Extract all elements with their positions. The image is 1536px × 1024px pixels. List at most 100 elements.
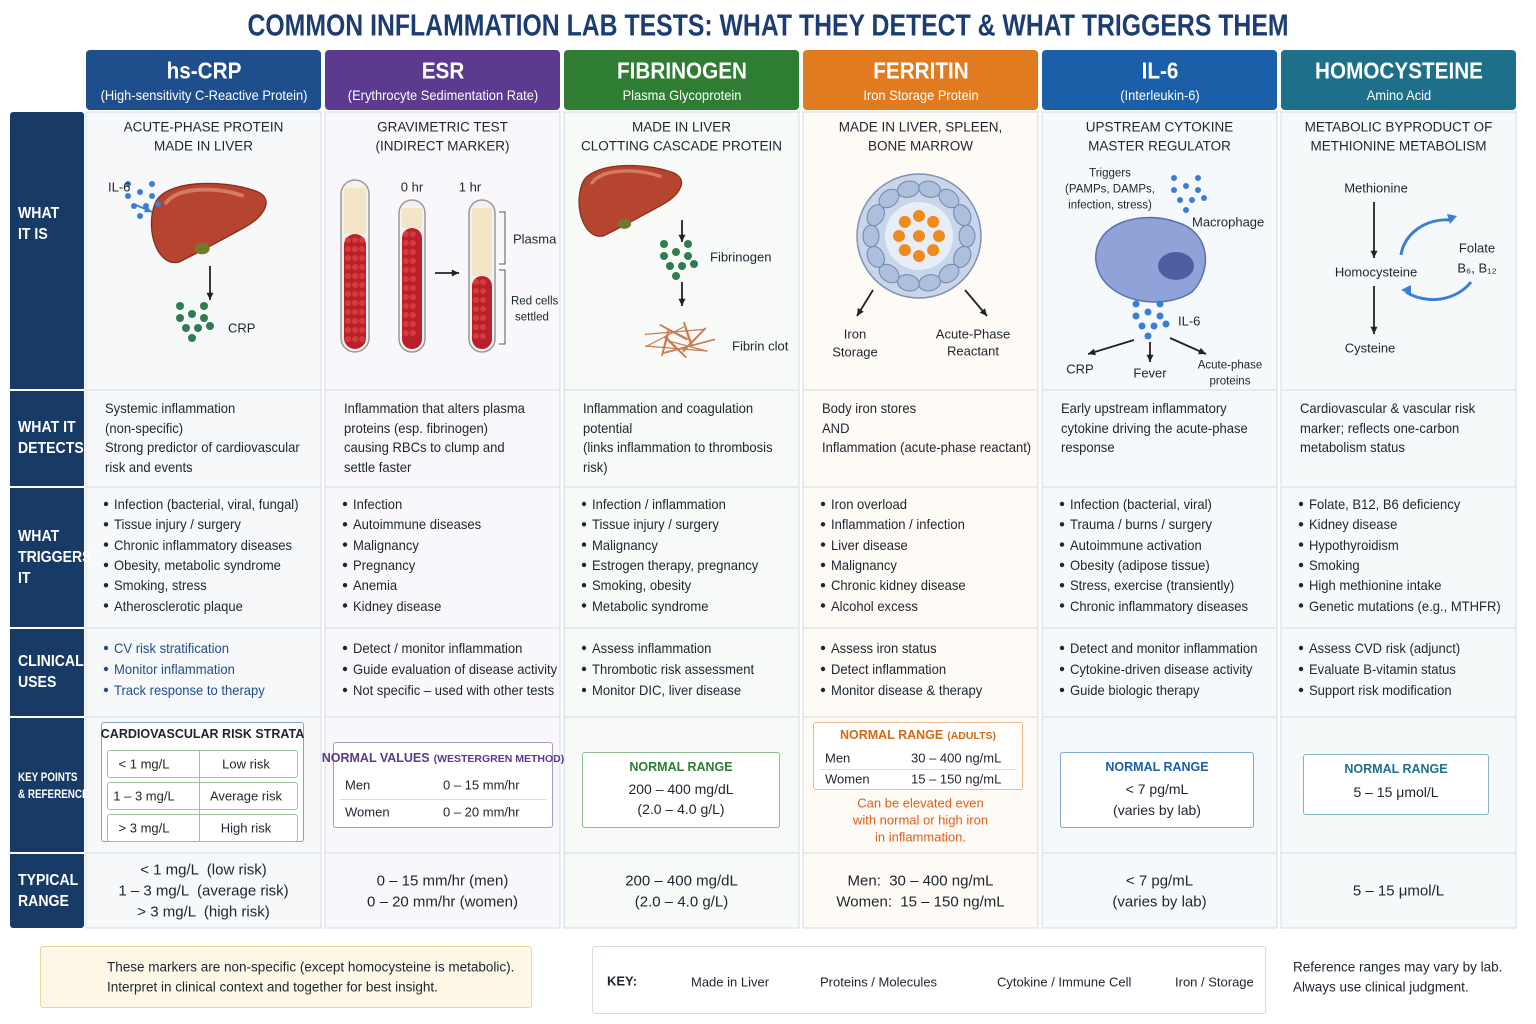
use-item: Detect / monitor inflammation xyxy=(353,640,523,656)
red-cell xyxy=(410,267,416,273)
red-cell xyxy=(480,297,486,303)
key-box xyxy=(582,752,780,828)
illustration xyxy=(340,179,506,353)
trigger-item: Inflammation / infection xyxy=(831,516,965,533)
red-cell xyxy=(473,324,479,330)
red-cell xyxy=(473,333,479,339)
molecule-dot xyxy=(1156,312,1164,320)
bullet xyxy=(1298,666,1304,672)
diagram-label: Plasma xyxy=(513,231,557,247)
molecule-dot xyxy=(125,181,131,187)
molecule-dot xyxy=(1138,322,1146,330)
bullet xyxy=(1298,562,1304,568)
bullet xyxy=(820,522,826,527)
key-box-cell: Low risk xyxy=(222,756,270,772)
illustration xyxy=(578,164,716,359)
blood xyxy=(472,276,492,349)
key-box-cell: Women xyxy=(825,771,870,787)
trigger-item: Smoking xyxy=(1309,556,1360,573)
key-box-note: Can be elevated even xyxy=(857,795,984,811)
bullet xyxy=(342,666,348,672)
key-box xyxy=(1303,754,1489,815)
trigger-item: Tissue injury / surgery xyxy=(114,516,241,533)
row-divider xyxy=(819,768,1017,770)
red-cell xyxy=(403,321,409,327)
arrow-head xyxy=(451,269,459,277)
trigger-item: Folate, B12, B6 deficiency xyxy=(1309,496,1461,512)
key-box-title: NORMAL VALUES (WESTERGREN METHOD) xyxy=(322,752,565,765)
red-cell xyxy=(403,258,409,264)
red-cell xyxy=(345,264,351,270)
key-box-cell: Women xyxy=(345,804,390,820)
red-cell xyxy=(403,285,409,291)
diagram-label: Acute-Phase xyxy=(935,326,1011,342)
detects-text: (links inflammation to thrombosis xyxy=(583,439,773,455)
red-cell xyxy=(410,249,416,255)
key-box-title: NORMAL RANGE xyxy=(1344,763,1447,776)
red-cell xyxy=(359,300,365,306)
molecule-dot xyxy=(1132,300,1140,308)
row-label: CLINICAL xyxy=(18,653,84,670)
page-title: COMMON INFLAMMATION LAB TESTS: WHAT THEY… xyxy=(247,7,1289,43)
detects-text: Body iron stores xyxy=(822,400,917,416)
arrow-head xyxy=(979,308,987,316)
detects-text: response xyxy=(1061,439,1115,455)
row-label: KEY POINTS xyxy=(18,769,78,784)
what-it-is: (INDIRECT MARKER) xyxy=(375,138,510,154)
red-cell xyxy=(473,315,479,321)
trigger-item: Chronic inflammatory diseases xyxy=(114,536,293,553)
red-cell xyxy=(352,327,358,333)
red-cell xyxy=(359,264,365,270)
arrow-head xyxy=(1447,214,1457,224)
row-label: TRIGGERS xyxy=(18,548,92,566)
red-cell xyxy=(352,318,358,324)
diagram-label: Fibrin clot xyxy=(732,338,789,354)
trigger-item: Trauma / burns / surgery xyxy=(1070,516,1213,533)
typical-range: 1 – 3 mg/L (average risk) xyxy=(118,882,289,900)
row-label-column xyxy=(10,112,84,928)
key-box-title: CARDIOVASCULAR RISK STRATA xyxy=(101,728,304,741)
red-cell xyxy=(410,240,416,246)
bullet xyxy=(103,645,109,651)
red-cell xyxy=(410,285,416,291)
liver-shape xyxy=(578,164,683,237)
typical-range: < 7 pg/mL xyxy=(1125,872,1194,889)
column-header xyxy=(86,50,321,110)
red-cell xyxy=(359,246,365,252)
what-it-is: MASTER REGULATOR xyxy=(1088,138,1231,154)
bullet xyxy=(1298,645,1304,651)
red-cell xyxy=(480,288,486,294)
fibrin-strand xyxy=(666,337,688,359)
bullet xyxy=(1298,542,1304,547)
key-box-line: 5 – 15 μmol/L xyxy=(1353,784,1439,800)
iron-dot xyxy=(927,215,940,228)
red-cell xyxy=(403,249,409,255)
detects-text: Inflammation that alters plasma xyxy=(344,400,525,416)
key-box-cell: 1 – 3 mg/L xyxy=(113,788,175,804)
trigger-item: Chronic kidney disease xyxy=(831,577,966,594)
typical-range: (varies by lab) xyxy=(1112,893,1207,910)
risk-divider xyxy=(199,750,200,842)
bullet xyxy=(820,687,826,693)
macrophage xyxy=(1095,216,1207,303)
molecule-dot xyxy=(684,240,692,248)
red-cell xyxy=(473,288,479,294)
bullet xyxy=(820,501,826,507)
what-it-is: MADE IN LIVER xyxy=(631,119,732,135)
red-cell xyxy=(403,312,409,318)
bullet xyxy=(1059,687,1065,693)
gallbladder xyxy=(617,218,632,229)
typical-range: > 3 mg/L (high risk) xyxy=(137,903,270,921)
row-label: DETECTS xyxy=(18,440,84,457)
typical-range: (2.0 – 4.0 g/L) xyxy=(634,893,729,910)
bullet xyxy=(1059,542,1065,547)
iron-dot xyxy=(898,215,911,228)
molecule-dot xyxy=(1195,175,1201,181)
diagram-label: Homocysteine xyxy=(1334,264,1418,280)
molecule-dot xyxy=(125,193,131,199)
key-box-title: NORMAL RANGE (ADULTS) xyxy=(840,729,996,742)
shell-subunit xyxy=(958,224,976,248)
arrow-head xyxy=(1088,348,1096,356)
key-item: Made in Liver xyxy=(691,974,770,990)
detects-text: Inflammation and coagulation xyxy=(583,400,754,416)
